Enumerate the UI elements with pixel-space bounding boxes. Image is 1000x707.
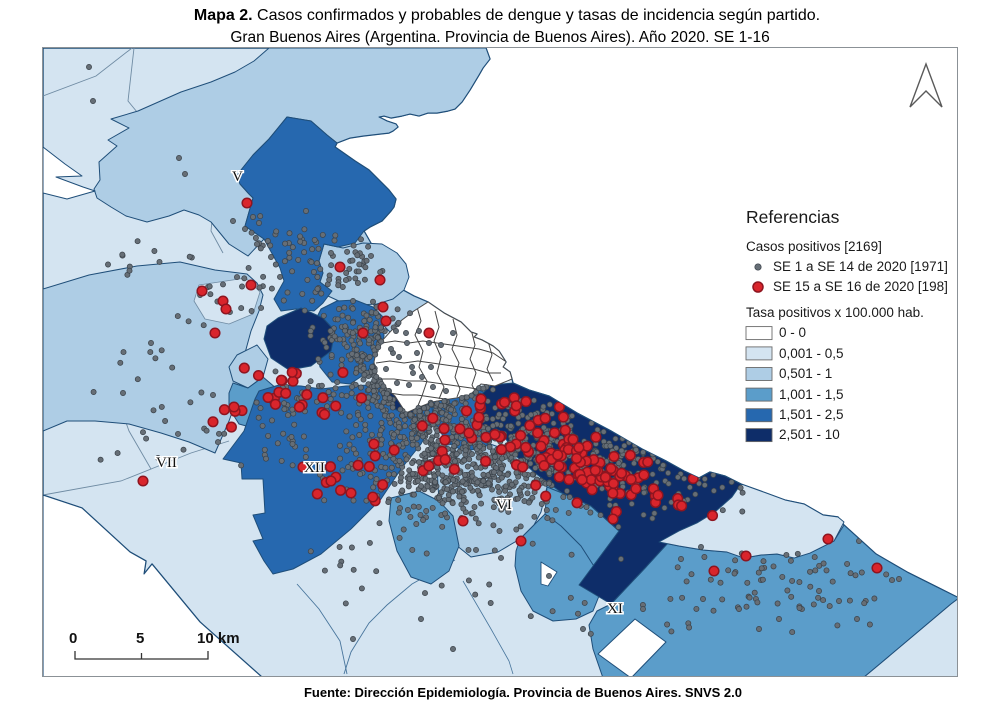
svg-text:10 km: 10 km — [197, 630, 240, 647]
svg-text:Tasa positivos x 100.000 hab.: Tasa positivos x 100.000 hab. — [746, 305, 924, 320]
svg-text:1,501 - 2,5: 1,501 - 2,5 — [779, 407, 844, 422]
svg-text:0,501 - 1: 0,501 - 1 — [779, 366, 832, 381]
svg-text:V: V — [232, 169, 243, 185]
svg-text:Referencias: Referencias — [746, 207, 840, 227]
svg-text:0,001 - 0,5: 0,001 - 0,5 — [779, 346, 844, 361]
svg-text:XII: XII — [304, 460, 325, 476]
svg-text:1,001 - 1,5: 1,001 - 1,5 — [779, 387, 844, 402]
svg-text:2,501 - 10: 2,501 - 10 — [779, 427, 840, 442]
svg-text:SE 1 a SE 14 de 2020 [1971]: SE 1 a SE 14 de 2020 [1971] — [773, 259, 948, 274]
svg-text:VI: VI — [496, 497, 512, 513]
svg-text:VII: VII — [156, 455, 177, 471]
svg-text:0: 0 — [69, 630, 77, 647]
svg-text:SE 15 a SE 16 de 2020 [198]: SE 15 a SE 16 de 2020 [198] — [773, 279, 948, 294]
svg-text:XI: XI — [607, 601, 623, 617]
svg-text:5: 5 — [136, 630, 144, 647]
svg-text:0 - 0: 0 - 0 — [779, 325, 806, 340]
svg-text:Casos positivos [2169]: Casos positivos [2169] — [746, 239, 882, 254]
